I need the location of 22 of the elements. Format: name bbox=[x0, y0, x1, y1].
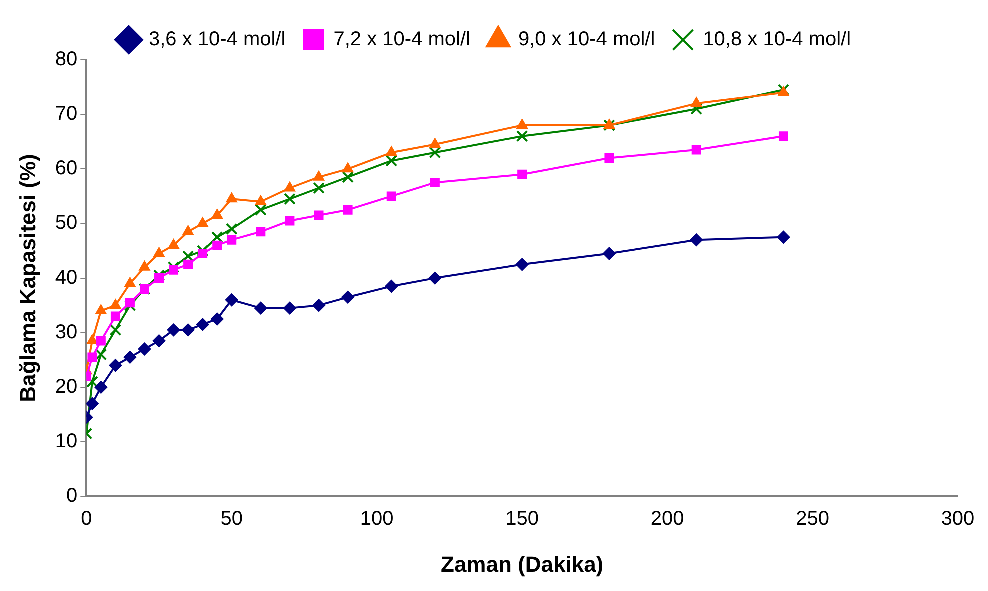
x-tick-label: 0 bbox=[81, 508, 92, 530]
y-tick-label: 80 bbox=[55, 48, 78, 71]
x-tick-label: 100 bbox=[360, 508, 394, 530]
y-tick-label: 30 bbox=[55, 321, 78, 344]
legend-label: 9,0 x 10-4 mol/l bbox=[518, 28, 656, 51]
y-tick-label: 20 bbox=[55, 376, 78, 398]
x-tick-label: 200 bbox=[650, 508, 684, 530]
legend-label: 3,6 x 10-4 mol/l bbox=[148, 28, 286, 51]
x-tick-label: 150 bbox=[506, 508, 540, 530]
y-axis-title: Bağlama Kapasitesi (%) bbox=[15, 154, 40, 402]
y-tick-label: 50 bbox=[55, 212, 78, 234]
x-tick-label: 50 bbox=[220, 508, 243, 530]
x-tick-label: 300 bbox=[941, 508, 975, 530]
y-tick-label: 40 bbox=[55, 266, 78, 289]
x-tick-label: 250 bbox=[796, 508, 830, 530]
y-tick-label: 70 bbox=[55, 103, 78, 126]
y-tick-label: 60 bbox=[55, 158, 78, 180]
legend-label: 7,2 x 10-4 mol/l bbox=[334, 28, 470, 51]
y-tick-label: 0 bbox=[66, 485, 78, 508]
y-tick-label: 10 bbox=[55, 430, 78, 453]
legend-label: 10,8 x 10-4 mol/l bbox=[703, 28, 852, 51]
x-axis-title: Zaman (Dakika) bbox=[441, 552, 604, 577]
